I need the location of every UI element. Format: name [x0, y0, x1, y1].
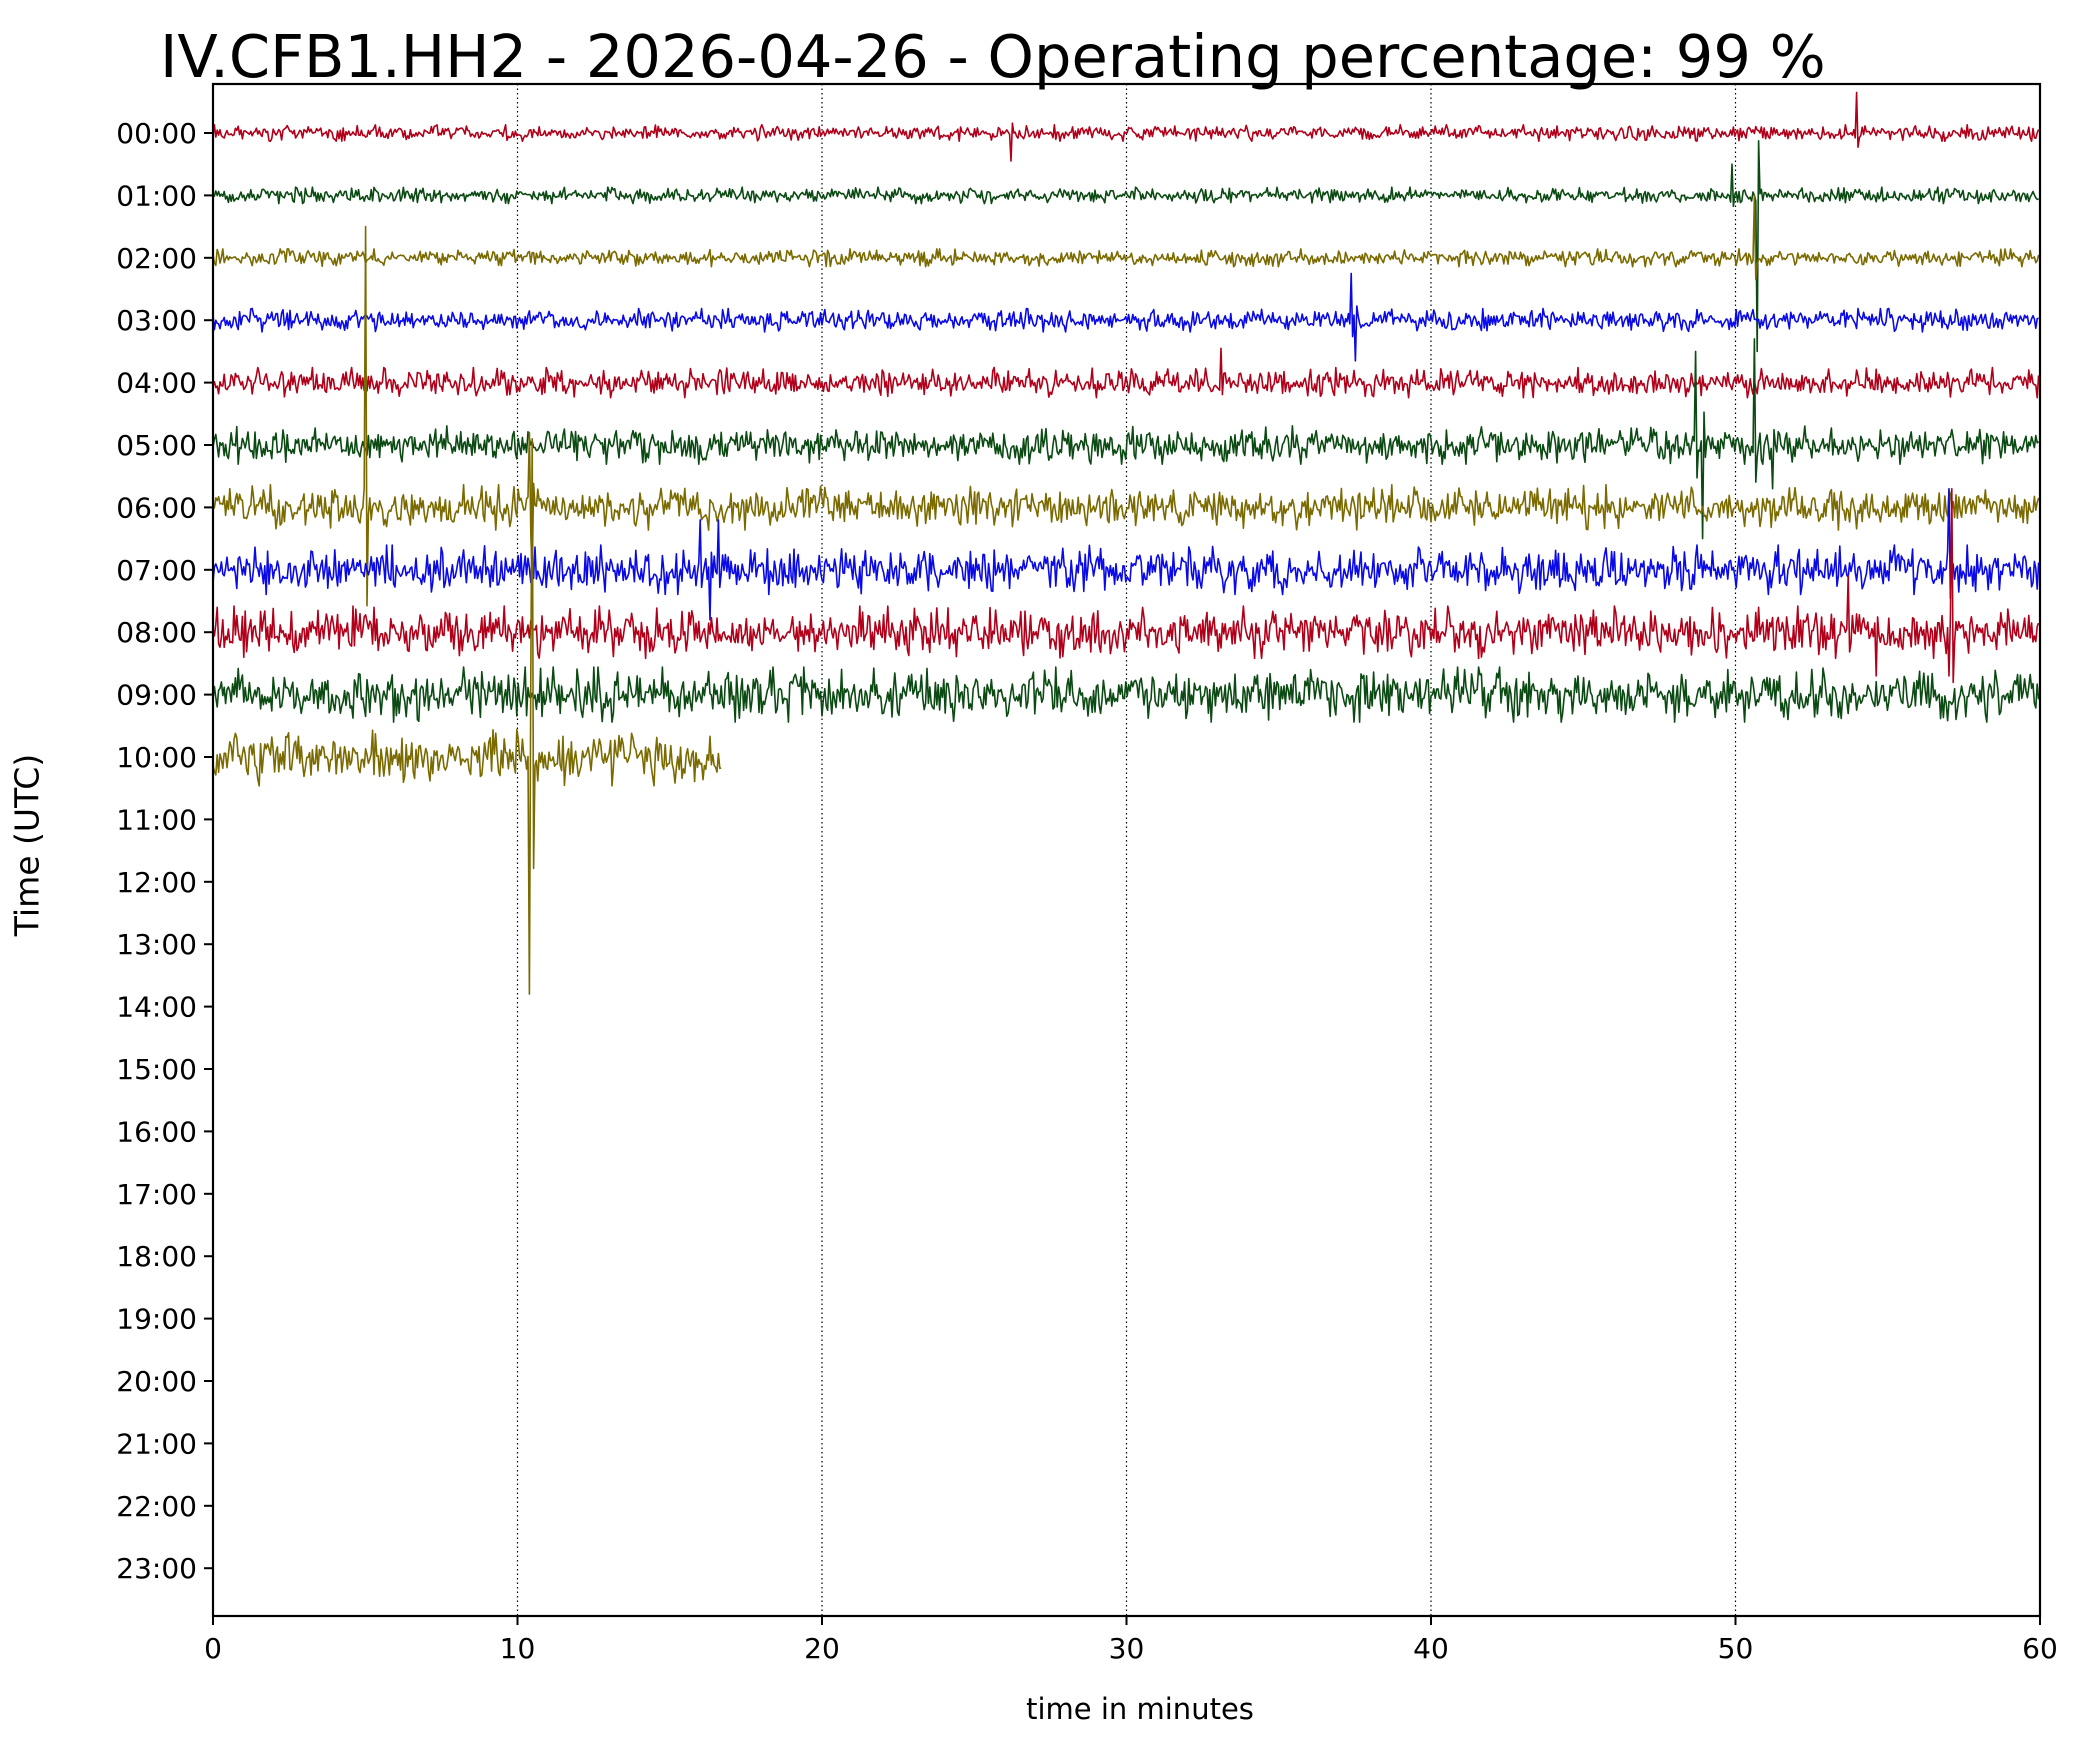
- trace-0900: [212, 666, 2040, 723]
- trace-0800: [212, 487, 2040, 684]
- grid-lines: [516, 84, 1737, 1616]
- x-tick-label: 60: [2022, 1632, 2058, 1665]
- trace-0700: [212, 487, 2040, 621]
- y-tick-label: 00:00: [116, 117, 197, 150]
- y-tick-label: 03:00: [116, 304, 197, 337]
- trace-0300: [212, 272, 2039, 362]
- chart-title: IV.CFB1.HH2 - 2026-04-26 - Operating per…: [160, 22, 1826, 91]
- trace-0600: [212, 225, 2040, 607]
- y-tick-label: 10:00: [116, 741, 197, 774]
- y-tick-label: 02:00: [116, 242, 197, 275]
- x-tick-label: 0: [204, 1632, 222, 1665]
- y-tick-label: 13:00: [116, 928, 197, 961]
- y-tick-label: 18:00: [116, 1240, 197, 1273]
- y-axis-ticks: 00:00 01:00 02:00 03:00 04:00 05:00 06:00 07:00…: [116, 117, 213, 1585]
- x-tick-label: 50: [1718, 1632, 1754, 1665]
- trace-0000: [212, 91, 2040, 162]
- y-tick-label: 15:00: [116, 1053, 197, 1086]
- y-axis-label: Time (UTC): [7, 753, 47, 937]
- trace-0400: [212, 347, 2040, 399]
- y-tick-label: 06:00: [116, 491, 197, 524]
- trace-0100: [212, 140, 2039, 353]
- y-tick-label: 04:00: [116, 367, 197, 400]
- y-tick-label: 14:00: [116, 991, 197, 1024]
- y-tick-label: 09:00: [116, 679, 197, 712]
- y-tick-label: 19:00: [116, 1303, 197, 1336]
- y-tick-label: 08:00: [116, 616, 197, 649]
- y-tick-label: 07:00: [116, 554, 197, 587]
- y-tick-label: 23:00: [116, 1552, 197, 1585]
- x-tick-label: 20: [804, 1632, 840, 1665]
- y-tick-label: 20:00: [116, 1365, 197, 1398]
- trace-1000: [212, 438, 722, 995]
- y-tick-label: 16:00: [116, 1115, 197, 1148]
- y-tick-label: 11:00: [116, 803, 197, 836]
- y-tick-label: 17:00: [116, 1178, 197, 1211]
- x-tick-label: 40: [1413, 1632, 1449, 1665]
- trace-0500: [212, 338, 2040, 540]
- x-tick-label: 30: [1109, 1632, 1145, 1665]
- seismic-traces: [212, 91, 2040, 995]
- y-tick-label: 12:00: [116, 866, 197, 899]
- y-tick-label: 21:00: [116, 1427, 197, 1460]
- y-tick-label: 01:00: [116, 179, 197, 212]
- trace-0200: [212, 194, 2040, 281]
- y-tick-label: 05:00: [116, 429, 197, 462]
- x-axis-ticks: 0 10 20 30 40 50 60: [204, 1616, 2058, 1665]
- y-tick-label: 22:00: [116, 1490, 197, 1523]
- x-tick-label: 10: [500, 1632, 536, 1665]
- x-axis-label: time in minutes: [1026, 1692, 1254, 1726]
